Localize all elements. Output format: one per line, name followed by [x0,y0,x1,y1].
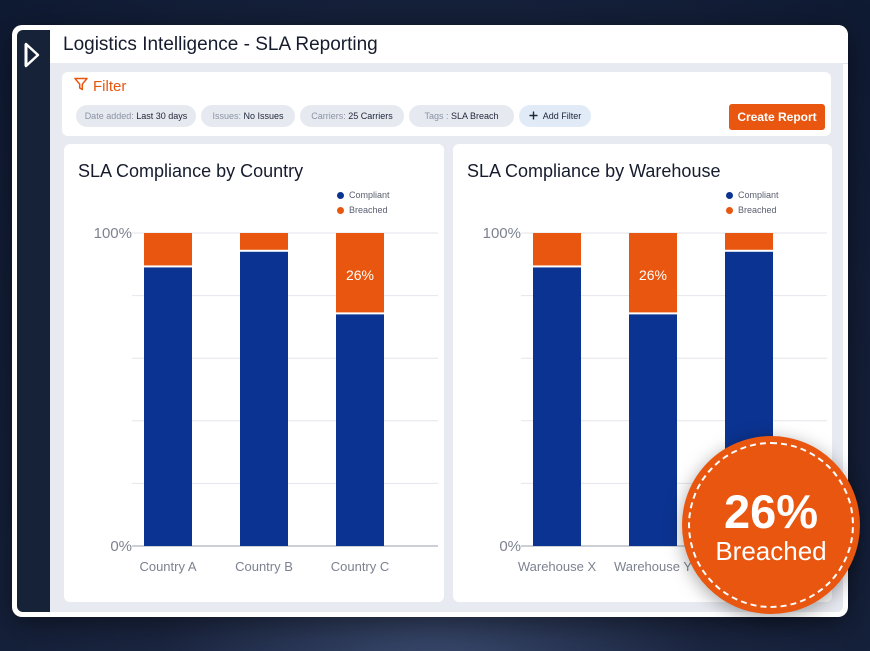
legend-label: Breached [738,205,777,215]
filter-chip-date[interactable]: Date added: Last 30 days [76,105,196,127]
filter-label: Filter [93,77,127,95]
bar-breached[interactable] [336,233,384,313]
filter-chip-issues[interactable]: Issues: No Issues [201,105,295,127]
legend-label: Compliant [349,190,390,200]
plus-icon [529,111,538,122]
bar-data-label: 26% [346,267,374,283]
x-tick-label: Country B [235,559,293,574]
y-tick-label: 100% [483,225,521,242]
chart-title: SLA Compliance by Country [78,161,304,181]
bar-compliant[interactable] [629,314,677,546]
filter-chip-carriers[interactable]: Carriers: 25 Carriers [300,105,404,127]
bar-breached[interactable] [629,233,677,313]
y-tick-label: 100% [94,225,132,242]
main-content: Filter Date added: Last 30 days Issues: … [50,63,843,612]
chip-value: No Issues [243,111,284,121]
app-header: Logistics Intelligence - SLA Reporting [50,25,848,64]
bar-compliant[interactable] [144,267,192,546]
logo-icon[interactable] [24,42,42,73]
x-tick-label: Warehouse Y [614,559,692,574]
x-tick-label: Country A [139,559,196,574]
breached-swatch [726,206,733,214]
x-tick-label: Warehouse X [518,559,597,574]
badge-label: Breached [715,536,827,566]
app-window: Logistics Intelligence - SLA Reporting F… [12,25,848,617]
chip-value: SLA Breach [451,111,499,121]
chart-legend: Compliant Breached [337,190,390,220]
bar-compliant[interactable] [336,314,384,546]
chip-key: Carriers: [311,111,346,121]
chip-key: Date added: [84,111,134,121]
chip-value: 25 Carriers [348,111,393,121]
bar-compliant[interactable] [240,251,288,546]
add-filter-button[interactable]: Add Filter [519,105,591,127]
legend-item-breached: Breached [726,205,779,215]
chip-value: Last 30 days [136,111,188,121]
filter-bar: Filter Date added: Last 30 days Issues: … [62,72,831,136]
y-tick-label: 0% [499,538,521,555]
legend-item-breached: Breached [337,205,390,215]
chart-legend: Compliant Breached [726,190,779,220]
bar-breached[interactable] [240,233,288,250]
sidebar [17,30,50,612]
bar-compliant[interactable] [533,267,581,546]
breached-swatch [337,206,344,214]
legend-item-compliant: Compliant [726,190,779,200]
x-tick-label: Country C [331,559,390,574]
country-chart-panel: SLA Compliance by Country Compliant Brea… [64,144,444,602]
breached-badge: 26% Breached [682,436,860,614]
chart-title: SLA Compliance by Warehouse [467,161,721,181]
chip-key: Tags : [424,111,449,121]
legend-item-compliant: Compliant [337,190,390,200]
bar-breached[interactable] [725,233,773,250]
country-chart: 100% 0% Country A Country B 26% Country C [94,225,438,574]
legend-label: Compliant [738,190,779,200]
y-tick-label: 0% [110,538,132,555]
page-title: Logistics Intelligence - SLA Reporting [63,34,378,55]
filter-chip-tags[interactable]: Tags : SLA Breach [409,105,514,127]
create-report-button[interactable]: Create Report [729,104,825,130]
compliant-swatch [726,191,733,199]
add-filter-label: Add Filter [542,111,582,121]
filter-heading[interactable]: Filter [74,77,126,95]
compliant-swatch [337,191,344,199]
bar-breached[interactable] [533,233,581,266]
bar-data-label: 26% [639,267,667,283]
chip-key: Issues: [212,111,241,121]
badge-percent: 26% [723,485,819,538]
bar-breached[interactable] [144,233,192,266]
funnel-icon [74,77,88,95]
legend-label: Breached [349,205,388,215]
badge-dashed-ring [688,442,854,608]
